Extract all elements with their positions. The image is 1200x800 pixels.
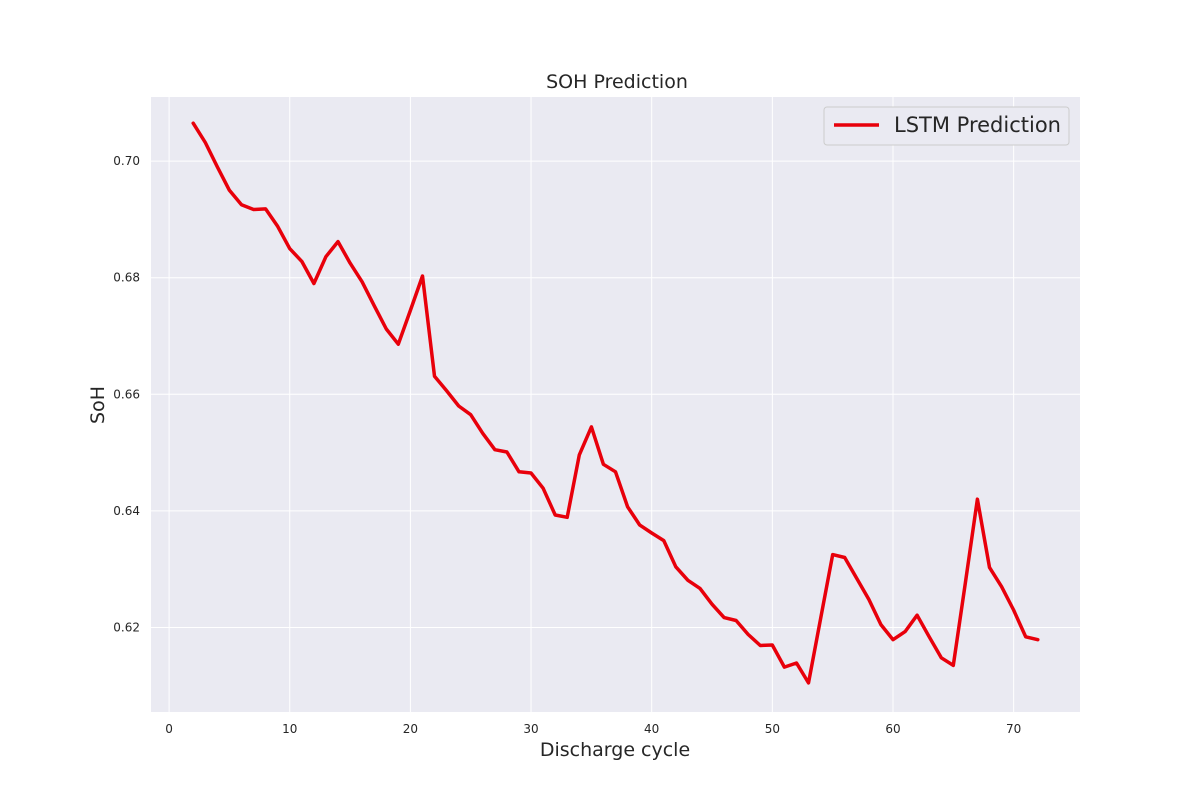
x-axis-label: Discharge cycle [540,739,690,761]
legend: LSTM Prediction [823,106,1070,146]
y-tick-label: 0.68 [113,271,140,285]
x-tick-label: 0 [165,722,173,736]
x-tick-label: 40 [644,722,659,736]
series-group [191,121,1040,685]
y-tick-label: 0.64 [113,504,140,518]
y-axis-label: SoH [87,386,109,424]
series-line-lstm-prediction [191,121,1040,685]
y-tick-label: 0.70 [113,154,140,168]
plot-area [151,97,1080,712]
y-tick-label: 0.66 [113,387,140,401]
x-tick-label: 20 [403,722,418,736]
x-tick-label: 70 [1006,722,1021,736]
x-tick-label: 50 [765,722,780,736]
legend-label: LSTM Prediction [894,113,1061,137]
x-tick-label: 60 [885,722,900,736]
y-axis-ticks: 0.62 0.64 0.66 0.68 0.70 [113,154,140,634]
x-axis-ticks: 0 10 20 30 40 50 60 70 [165,722,1021,736]
legend-box [823,106,1070,146]
chart-title: SOH Prediction [546,71,688,93]
x-tick-label: 30 [523,722,538,736]
y-tick-label: 0.62 [113,620,140,634]
x-tick-label: 10 [282,722,297,736]
grid [151,97,1080,712]
